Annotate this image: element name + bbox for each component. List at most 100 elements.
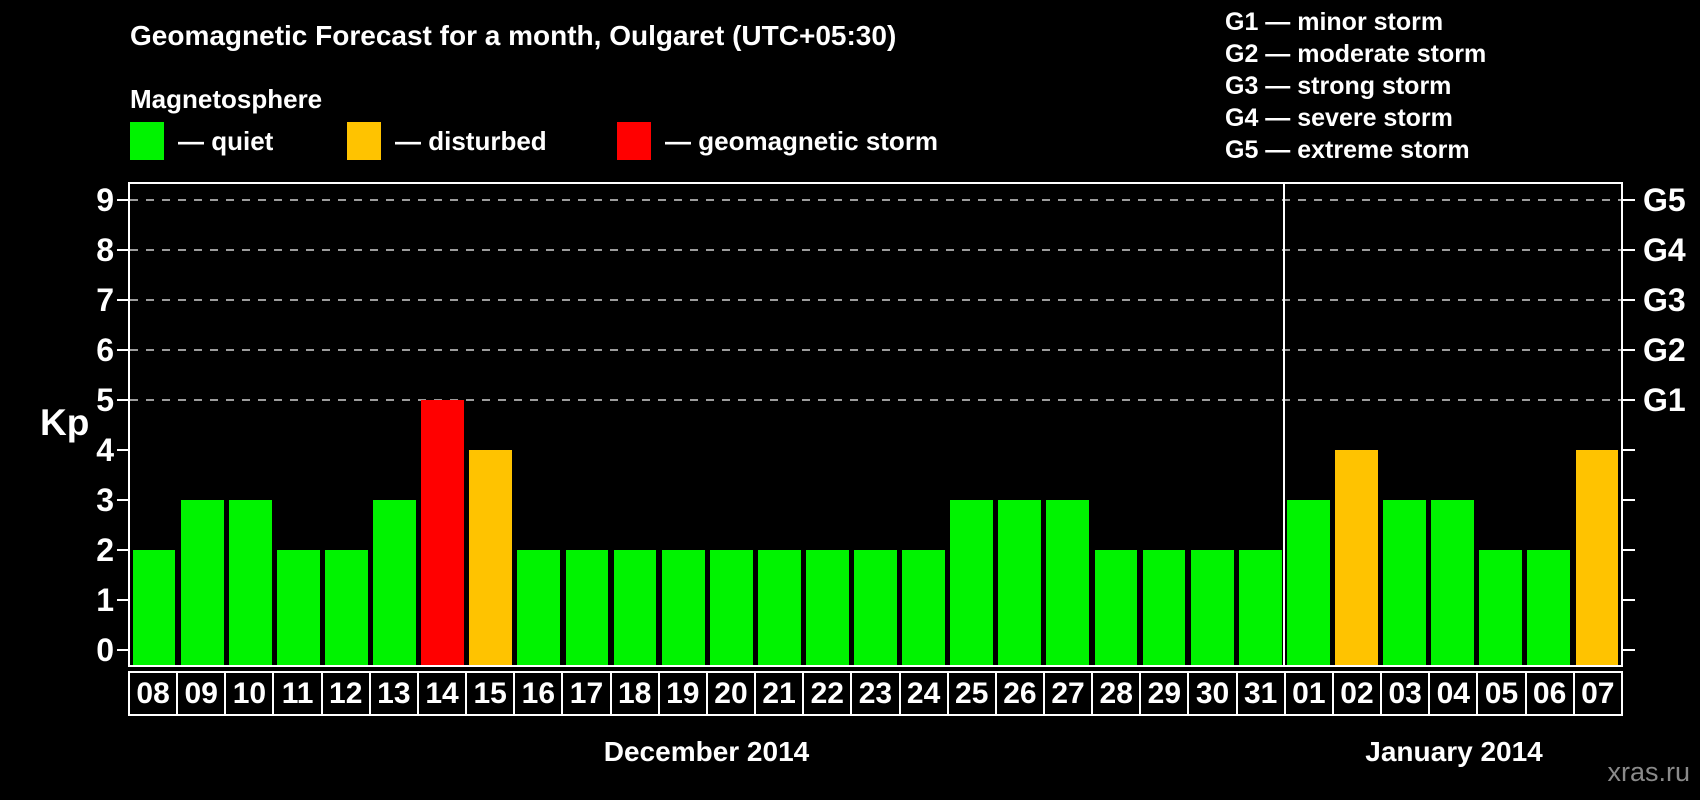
kp-bar-day-04 <box>1431 500 1475 665</box>
disturbed-color-swatch <box>347 122 381 160</box>
g3-legend-line: G3 — strong storm <box>1225 72 1452 100</box>
legend-storm-label: — geomagnetic storm <box>665 125 939 156</box>
day-label-21: 21 <box>754 671 805 716</box>
y-axis-title: Kp <box>40 402 90 443</box>
day-label-29: 29 <box>1139 671 1190 716</box>
kp-bar-day-02 <box>1335 450 1378 665</box>
watermark: xras.ru <box>1607 757 1690 787</box>
g-scale-label-g2: G2 <box>1643 332 1686 368</box>
gridline-kp7 <box>130 299 1621 301</box>
gridline-kp6 <box>130 349 1621 351</box>
legend-item-storm: — geomagnetic storm <box>617 122 938 160</box>
day-label-11: 11 <box>272 671 323 716</box>
y-tick-mark-right-0 <box>1623 649 1635 651</box>
kp-bar-day-14 <box>421 400 465 665</box>
kp-bar-day-27 <box>1046 500 1090 665</box>
kp-bar-day-21 <box>757 550 801 665</box>
g2-legend-line: G2 — moderate storm <box>1225 40 1487 68</box>
kp-bar-day-18 <box>613 550 657 665</box>
day-axis-row: 08 09 10 11 12 13 14 15 16 17 18 19 20 21 22 23 24 25 26 27… <box>128 671 1623 716</box>
day-label-31: 31 <box>1235 671 1286 716</box>
y-tick-mark-right-6 <box>1623 349 1635 351</box>
kp-bar-day-10 <box>228 500 272 665</box>
day-label-02: 02 <box>1331 671 1383 716</box>
y-tick-label-3: 3 <box>96 482 114 518</box>
y-tick-mark-left-0 <box>117 649 128 651</box>
g-scale-label-g5: G5 <box>1643 182 1686 218</box>
day-label-08: 08 <box>128 671 179 716</box>
g1-legend-line: G1 — minor storm <box>1225 8 1444 36</box>
y-tick-mark-left-5 <box>117 399 128 401</box>
day-label-28: 28 <box>1091 671 1142 716</box>
day-label-17: 17 <box>561 671 612 716</box>
quiet-color-swatch <box>130 122 164 160</box>
kp-bar-day-07 <box>1575 450 1619 665</box>
day-label-04: 04 <box>1428 671 1479 716</box>
day-label-16: 16 <box>513 671 564 716</box>
y-tick-mark-left-1 <box>117 599 128 601</box>
y-tick-label-2: 2 <box>96 532 114 568</box>
day-label-26: 26 <box>994 671 1045 716</box>
g-scale-label-g1: G1 <box>1643 382 1686 418</box>
kp-bar-day-12 <box>325 550 368 665</box>
y-tick-mark-right-8 <box>1623 249 1635 251</box>
g5-legend-line: G5 — extreme storm <box>1225 136 1470 164</box>
y-tick-label-9: 9 <box>96 182 114 218</box>
y-tick-label-5: 5 <box>96 382 114 418</box>
g-scale-label-g3: G3 <box>1643 282 1686 318</box>
day-label-22: 22 <box>802 671 853 716</box>
y-tick-mark-left-6 <box>117 349 128 351</box>
y-tick-label-4: 4 <box>96 432 114 468</box>
y-tick-mark-left-3 <box>117 499 128 501</box>
day-label-13: 13 <box>368 671 419 716</box>
day-label-10: 10 <box>224 671 275 716</box>
kp-bar-day-29 <box>1142 550 1186 665</box>
gridline-kp9 <box>130 199 1621 201</box>
y-tick-label-1: 1 <box>96 582 114 618</box>
kp-bar-day-23 <box>854 550 897 665</box>
month-separator <box>1283 184 1286 665</box>
y-tick-label-0: 0 <box>96 632 114 668</box>
kp-bar-day-08 <box>132 550 176 665</box>
kp-bar-day-16 <box>517 550 561 665</box>
legend-item-disturbed: — disturbed <box>347 122 547 160</box>
kp-bar-day-09 <box>180 500 224 665</box>
storm-scale-legend: G1 — minor storm G2 — moderate storm G3 … <box>1225 6 1486 166</box>
day-label-14: 14 <box>416 671 468 716</box>
y-tick-mark-left-4 <box>117 449 128 451</box>
kp-bar-day-30 <box>1190 550 1234 665</box>
day-label-19: 19 <box>657 671 708 716</box>
storm-color-swatch <box>617 122 651 160</box>
kp-bar-day-24 <box>902 550 945 665</box>
legend-quiet-label: — quiet <box>178 125 274 156</box>
kp-bar-day-25 <box>950 500 994 665</box>
day-label-05: 05 <box>1476 671 1527 716</box>
day-label-03: 03 <box>1380 671 1431 716</box>
day-label-12: 12 <box>320 671 371 716</box>
kp-bar-day-17 <box>565 550 609 665</box>
plot-area <box>128 182 1623 667</box>
g-scale-label-g4: G4 <box>1643 232 1686 268</box>
kp-bar-day-19 <box>661 550 705 665</box>
kp-bar-day-15 <box>469 450 513 665</box>
day-label-24: 24 <box>898 671 949 716</box>
y-tick-mark-right-9 <box>1623 199 1635 201</box>
day-label-09: 09 <box>176 671 227 716</box>
y-tick-mark-right-1 <box>1623 599 1635 601</box>
kp-bar-day-13 <box>373 500 416 665</box>
day-label-18: 18 <box>609 671 660 716</box>
day-label-15: 15 <box>465 671 516 716</box>
y-tick-mark-left-7 <box>117 299 128 301</box>
month-label-january: January 2014 <box>1365 736 1543 767</box>
g4-legend-line: G4 — severe storm <box>1225 104 1453 132</box>
day-label-07: 07 <box>1572 671 1623 716</box>
y-tick-mark-right-4 <box>1623 449 1635 451</box>
day-label-23: 23 <box>850 671 901 716</box>
y-tick-label-6: 6 <box>96 332 114 368</box>
y-tick-mark-right-7 <box>1623 299 1635 301</box>
kp-bar-day-22 <box>806 550 849 665</box>
y-tick-label-7: 7 <box>96 282 114 318</box>
chart-title: Geomagnetic Forecast for a month, Oulgar… <box>130 20 897 51</box>
kp-bar-day-26 <box>998 500 1042 665</box>
y-tick-mark-left-9 <box>117 199 128 201</box>
